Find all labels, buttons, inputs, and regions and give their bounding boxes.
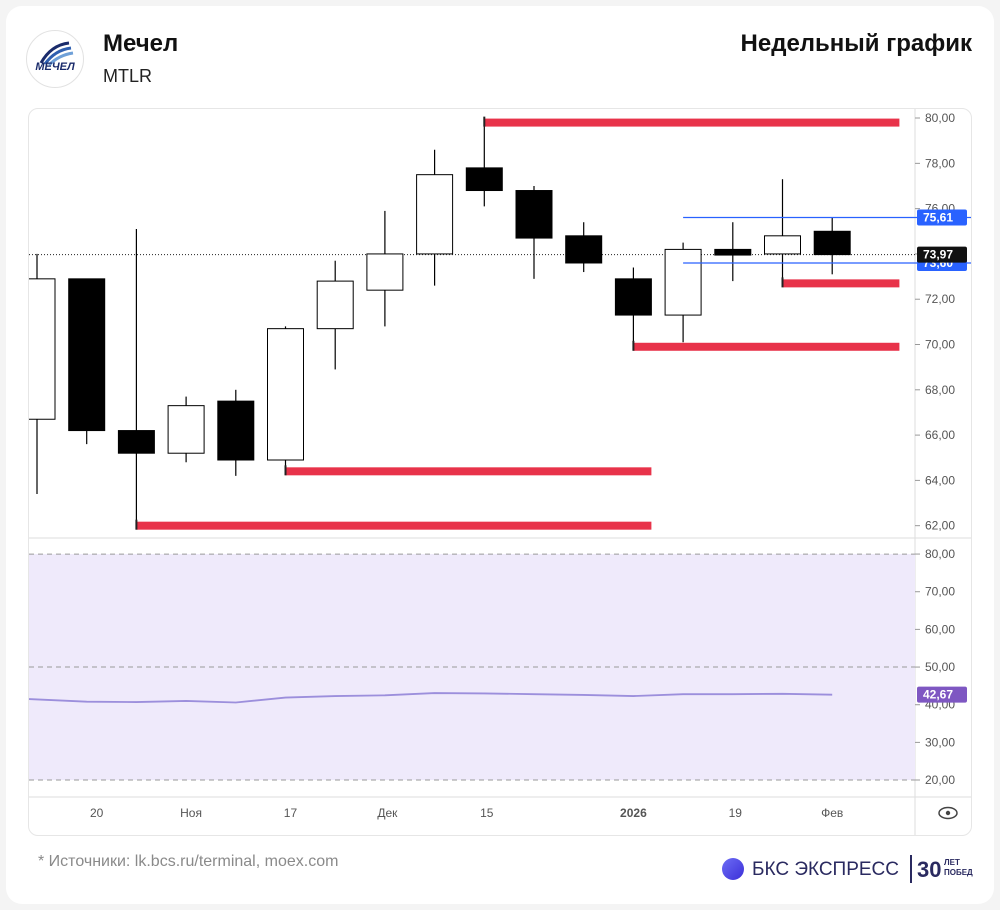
brand-name: БКС ЭКСПРЕСС (752, 859, 899, 880)
price-tick-label: 62,00 (925, 519, 955, 533)
price-tick-label: 64,00 (925, 473, 955, 487)
ticker: MTLR (103, 66, 152, 86)
rsi-tick-label: 80,00 (925, 547, 955, 561)
x-tick-label: Дек (377, 806, 398, 820)
rsi-tick-label: 50,00 (925, 660, 955, 674)
brand-divider (910, 855, 912, 883)
price-chart[interactable]: 80,0078,0076,0074,0072,0070,0068,0066,00… (29, 109, 971, 835)
last-price-badge-bg (917, 246, 967, 263)
x-tick-label: 15 (480, 806, 494, 820)
candle-bull (316, 280, 354, 330)
support-resistance-level (782, 279, 900, 288)
candle-bear (217, 400, 255, 461)
rsi-line (29, 692, 833, 704)
brand-small-line-2: ПОБЕД (944, 868, 973, 877)
sources-note: * Источники: lk.bcs.ru/terminal, moex.co… (38, 853, 339, 870)
chart-title: Недельный график (740, 30, 972, 57)
candle-bull (267, 328, 304, 461)
candle-bear (515, 190, 553, 239)
brand-years: 30 (917, 857, 942, 882)
rsi-value-badge: 42,67 (923, 688, 953, 702)
candle-bear (68, 278, 106, 432)
x-tick-label: Фев (821, 806, 843, 820)
candle-bull (366, 253, 404, 291)
rsi-tick-label: 20,00 (925, 773, 955, 787)
company-name: Мечел (103, 30, 179, 57)
candle-bear (117, 430, 155, 454)
rsi-tick-label: 60,00 (925, 622, 955, 636)
candle-bull (167, 405, 205, 454)
rsi-tick-label: 30,00 (925, 735, 955, 749)
brand-circle-icon (722, 858, 744, 880)
price-tick-label: 68,00 (925, 383, 955, 397)
x-tick-label: 17 (284, 806, 298, 820)
price-tick-label: 78,00 (925, 156, 955, 170)
support-resistance-level (484, 118, 900, 127)
candle-bear (565, 235, 603, 264)
candle-bear (714, 248, 752, 256)
support-resistance-level (285, 467, 652, 476)
mechel-logo: МЕЧЕЛ (26, 30, 84, 88)
visibility-eye-icon[interactable] (938, 806, 958, 820)
logo-mark-icon (39, 41, 74, 67)
x-tick-label: 2026 (620, 806, 647, 820)
brand-small-text: ЛЕТ ПОБЕД (944, 858, 973, 878)
price-tick-label: 80,00 (925, 111, 955, 125)
x-tick-label: Ноя (180, 806, 202, 820)
candle-bull (29, 278, 56, 420)
last-price-badge: 73,97 (923, 248, 953, 262)
brand-small-line-1: ЛЕТ (944, 858, 960, 867)
candle-bear (465, 167, 503, 192)
price-tick-label: 72,00 (925, 292, 955, 306)
price-tick-label: 70,00 (925, 338, 955, 352)
level-price-badge: 75,61 (923, 210, 953, 224)
candle-bull (416, 174, 454, 255)
level-price-badge-bg (917, 209, 967, 226)
candle-bear (813, 230, 851, 256)
support-resistance-level (136, 521, 652, 530)
support-resistance-level (633, 342, 900, 351)
price-tick-label: 66,00 (925, 428, 955, 442)
candle-bear (614, 278, 652, 316)
candle-bull (664, 248, 702, 316)
x-tick-label: 19 (729, 806, 743, 820)
chart-container[interactable]: 80,0078,0076,0074,0072,0070,0068,0066,00… (28, 108, 972, 836)
logo-text: МЕЧЕЛ (35, 61, 75, 73)
rsi-value-badge-bg (917, 686, 967, 703)
x-tick-label: 20 (90, 806, 104, 820)
candle-bull (764, 235, 801, 255)
rsi-tick-label: 70,00 (925, 585, 955, 599)
